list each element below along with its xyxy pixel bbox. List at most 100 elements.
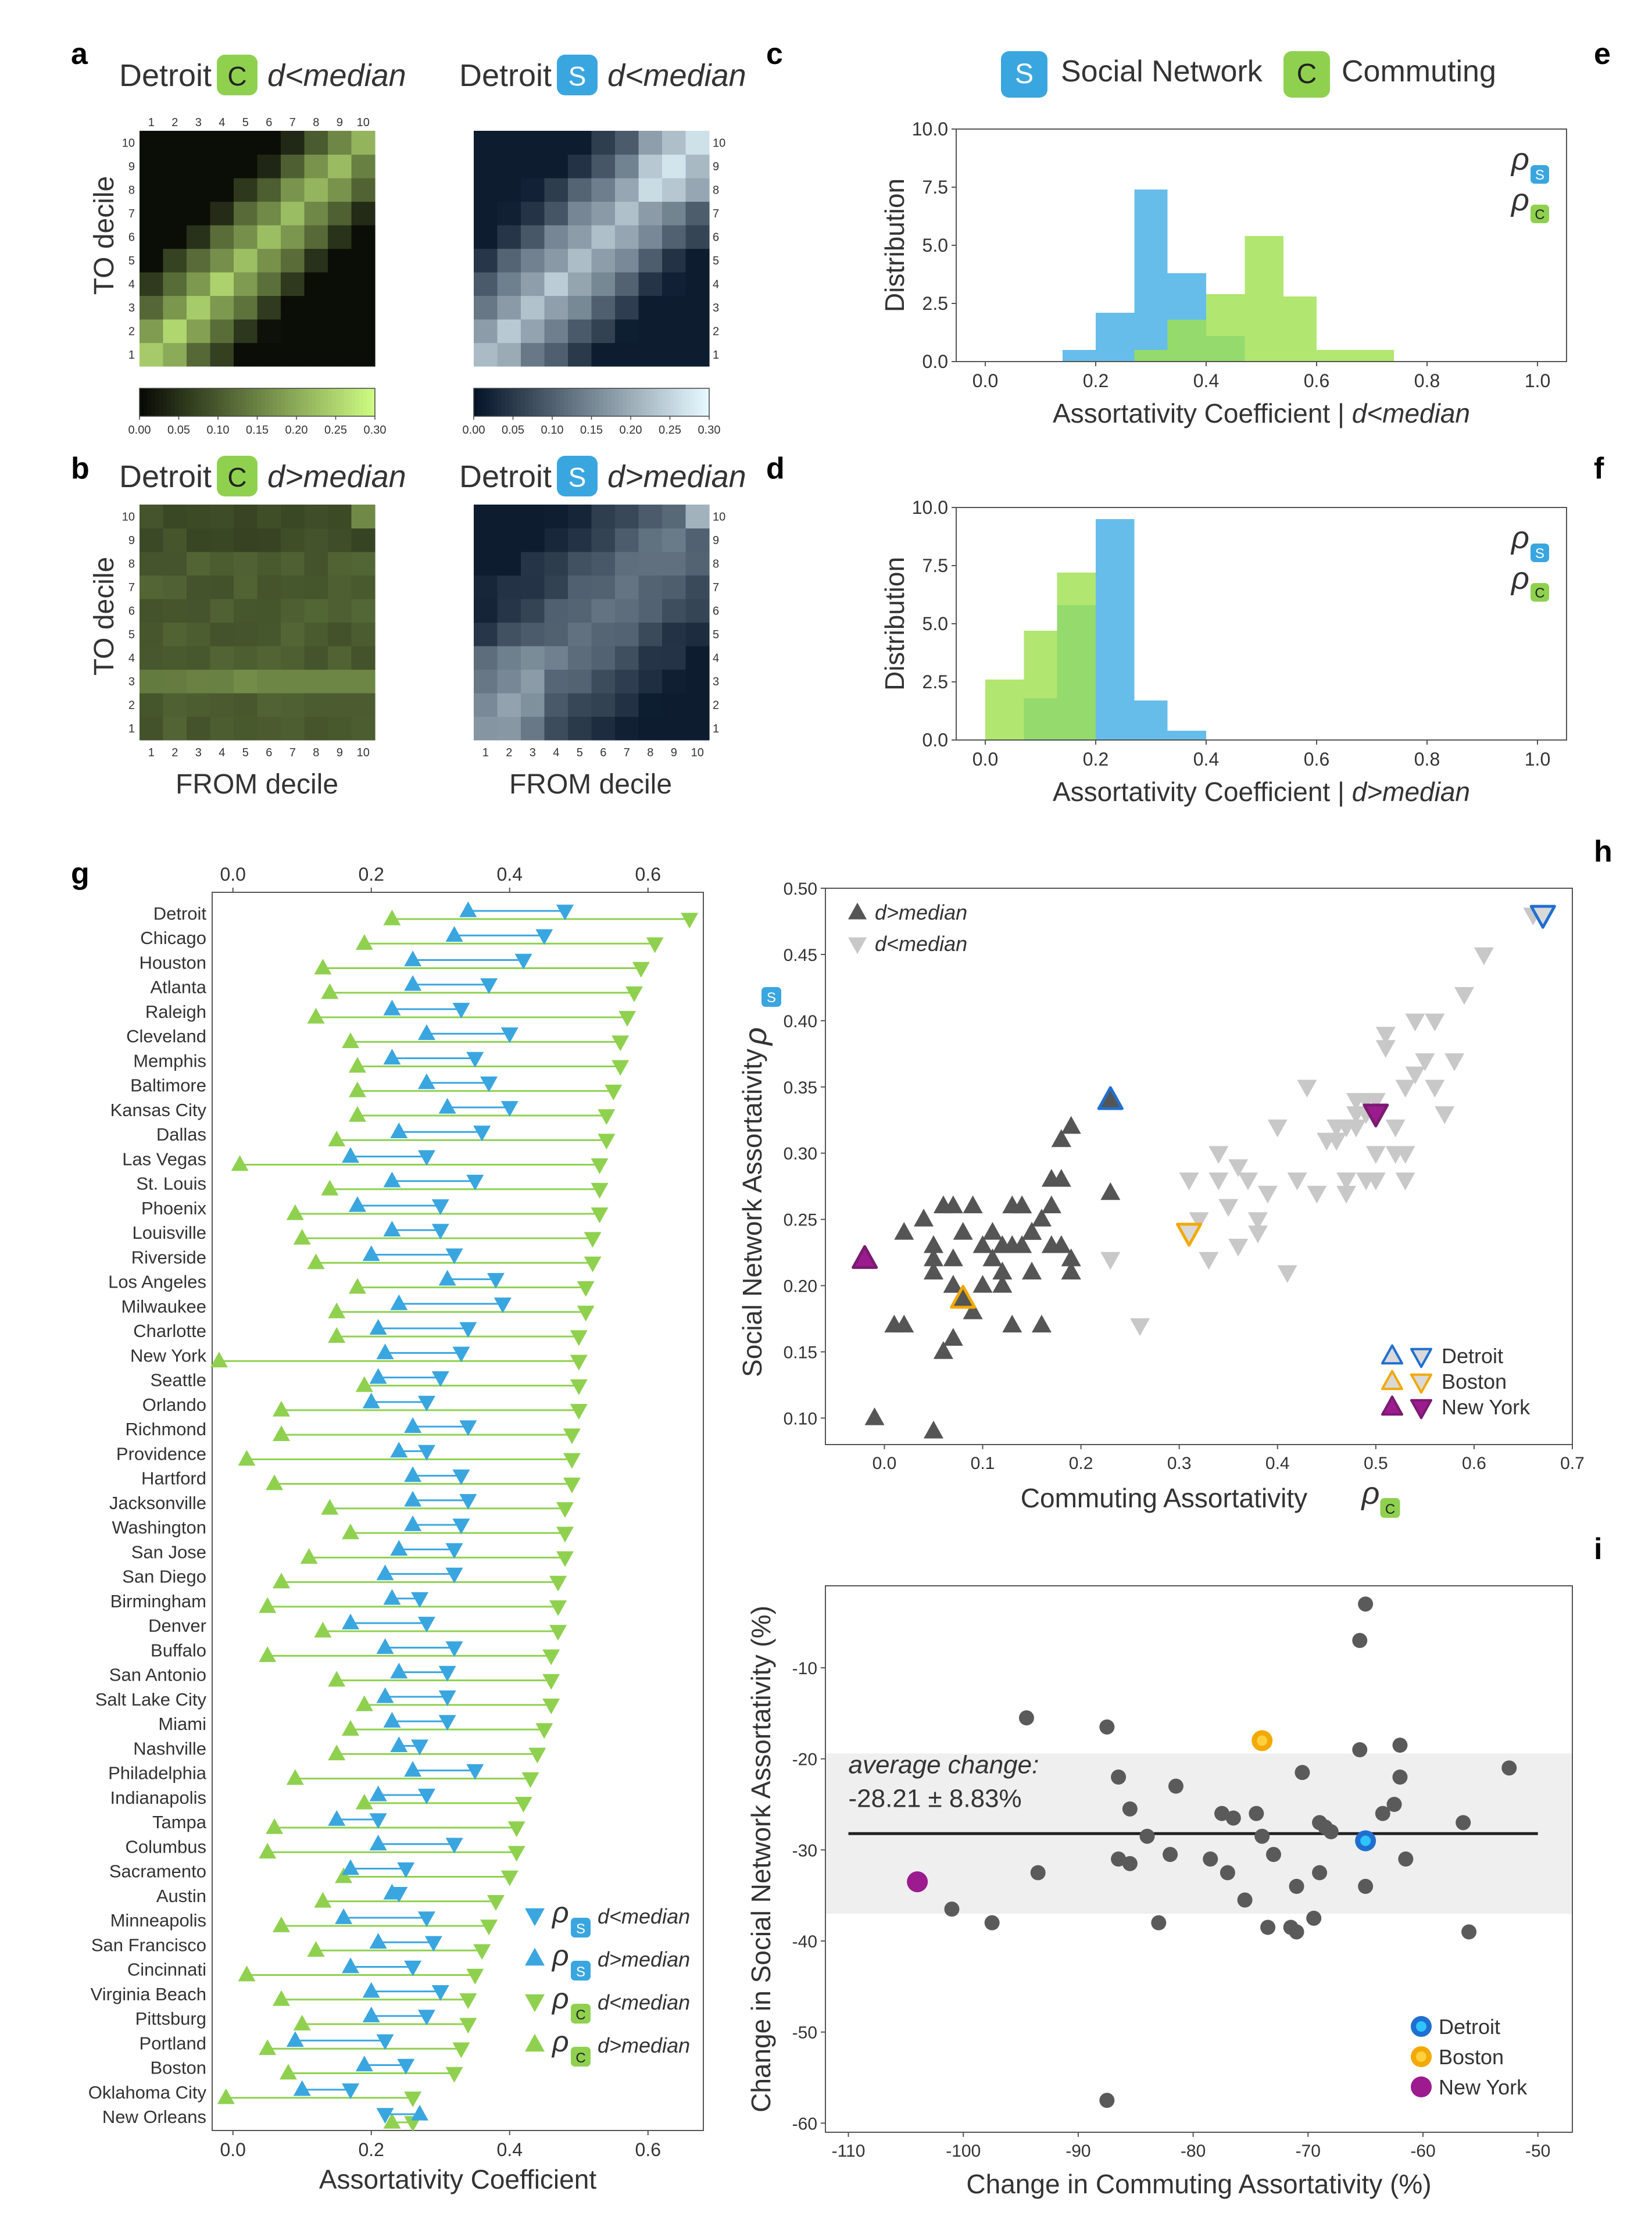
- commuting-gt-marker: [210, 1352, 228, 1368]
- commuting-lt-marker: [570, 1379, 588, 1395]
- heatmap-cell: [638, 201, 663, 226]
- heatmap-cell: [638, 178, 663, 202]
- heatmap-cell: [662, 131, 686, 155]
- commuting-gt-marker: [348, 1106, 366, 1122]
- heatmap-cell: [615, 505, 639, 529]
- data-point: [1214, 1806, 1230, 1821]
- y-tick-label: 6: [713, 231, 719, 244]
- heatmap-title-b-commuting: Detroit C d>median: [119, 456, 406, 496]
- heatmap-cell: [568, 154, 592, 178]
- heatmap-cell: [474, 342, 498, 367]
- heatmap-cell: [187, 178, 211, 202]
- highlight-lt-marker: [1363, 1103, 1389, 1128]
- city-label: Atlanta: [150, 977, 206, 998]
- colorbar-swatch: [584, 388, 588, 416]
- point-d-lt-median: [1218, 1199, 1239, 1217]
- x-tick-label: 3: [195, 116, 202, 129]
- heatmap-cell: [234, 599, 258, 623]
- heatmap-cell: [210, 201, 234, 226]
- annotation-value: -28.21 ± 8.83%: [849, 1784, 1022, 1813]
- heatmap-title-a-social: Detroit S d<median: [459, 55, 746, 95]
- to-decile-label-a: TO decile: [89, 176, 120, 295]
- y-tick-label: 1: [713, 723, 719, 735]
- rho-legend-symbol: ρ: [1510, 520, 1529, 555]
- city-name: Detroit: [459, 58, 552, 93]
- commuting-lt-marker: [549, 1625, 567, 1641]
- colorbar-swatch: [328, 388, 332, 416]
- commuting-badge: [1380, 1498, 1400, 1518]
- colorbar-swatch: [320, 388, 325, 416]
- heatmap-cell: [474, 693, 498, 717]
- heatmap-cell: [281, 669, 305, 694]
- histogram-d: 0.0 2.5 5.0 7.5 10.0 0.0 0.2 0.4 0.6 0.8 1.0 Distri…: [879, 497, 1567, 807]
- legend-condition-label: d>median: [598, 2033, 690, 2057]
- commuting-bar: [1057, 573, 1096, 740]
- panel-label-i: i: [1594, 1532, 1602, 1566]
- heatmap-cell: [163, 225, 187, 249]
- social-gt-marker: [369, 1933, 387, 1949]
- heatmap-cell: [281, 225, 305, 249]
- commuting-lt-marker: [528, 1747, 546, 1764]
- commuting-gt-marker: [342, 1032, 360, 1049]
- heatmap-cell: [685, 599, 710, 623]
- heatmap-cell: [163, 201, 187, 226]
- heatmap-cell: [328, 201, 352, 226]
- data-point: [1352, 1633, 1368, 1648]
- x-tick-label: 8: [313, 116, 319, 129]
- point-d-lt-median: [1395, 1173, 1415, 1191]
- y-tick-label: 9: [713, 534, 719, 547]
- social-gt-marker: [390, 1736, 408, 1753]
- social-lt-marker: [452, 1003, 470, 1019]
- city-label: Detroit: [153, 903, 207, 924]
- colorbar-swatch: [627, 388, 631, 416]
- colorbar-swatch: [241, 388, 246, 416]
- x-tick-label: 7: [624, 746, 630, 759]
- heatmap-cell: [210, 225, 234, 249]
- point-d-gt-median: [923, 1235, 943, 1253]
- data-point: [1163, 1847, 1178, 1863]
- social-lt-marker: [438, 1715, 456, 1731]
- heatmap-cell: [615, 716, 639, 741]
- heatmap-cell: [304, 669, 328, 694]
- commuting-lt-marker: [591, 1182, 609, 1199]
- social-gt-marker: [404, 1466, 422, 1482]
- x-tick-label: 9: [671, 746, 677, 759]
- commuting-lt-marker: [612, 1035, 630, 1052]
- heatmap-cell: [544, 528, 568, 552]
- social-gt-marker: [383, 1171, 401, 1188]
- colorbar-swatch: [190, 388, 195, 416]
- commuting-lt-marker: [612, 1060, 630, 1076]
- social-badge-letter: S: [1535, 546, 1544, 562]
- social-gt-marker: [390, 1442, 408, 1458]
- heatmap-cell: [568, 528, 592, 552]
- heatmap-cell: [281, 693, 305, 717]
- y-tick-label: -50: [792, 2024, 817, 2043]
- commuting-badge: [1283, 51, 1330, 98]
- heatmap-cell: [568, 693, 592, 717]
- panel-label-a: a: [71, 37, 88, 71]
- heatmap-cell: [662, 154, 686, 178]
- x-tick-label: 0.6: [1304, 370, 1329, 391]
- point-d-gt-median: [1051, 1129, 1071, 1148]
- heatmap-cell: [304, 646, 328, 670]
- social-gt-marker: [286, 2031, 304, 2047]
- social-lt-marker: [480, 978, 498, 994]
- rho-legend-symbol: ρ: [1510, 142, 1529, 177]
- social-lt-marker: [417, 1445, 435, 1461]
- point-d-lt-median: [1365, 1146, 1386, 1164]
- commuting-lt-marker: [598, 1134, 616, 1150]
- y-tick-label: 6: [713, 605, 719, 617]
- y-tick-label: 0.10: [784, 1409, 817, 1428]
- city-label: Baltimore: [130, 1075, 206, 1096]
- heatmap-cell: [210, 131, 234, 155]
- heatmap-cell: [544, 131, 568, 155]
- colorbar-swatch: [292, 388, 297, 416]
- commuting-badge-letter: C: [1535, 207, 1544, 223]
- city-label: Salt Lake City: [95, 1689, 207, 1710]
- colorbar-swatch: [234, 388, 238, 416]
- data-point: [984, 1915, 1000, 1931]
- colorbar-swatch: [474, 388, 478, 416]
- colorbar-swatch: [618, 388, 624, 416]
- x-tick-label: -60: [1410, 2142, 1435, 2161]
- heatmap-cell: [638, 505, 663, 529]
